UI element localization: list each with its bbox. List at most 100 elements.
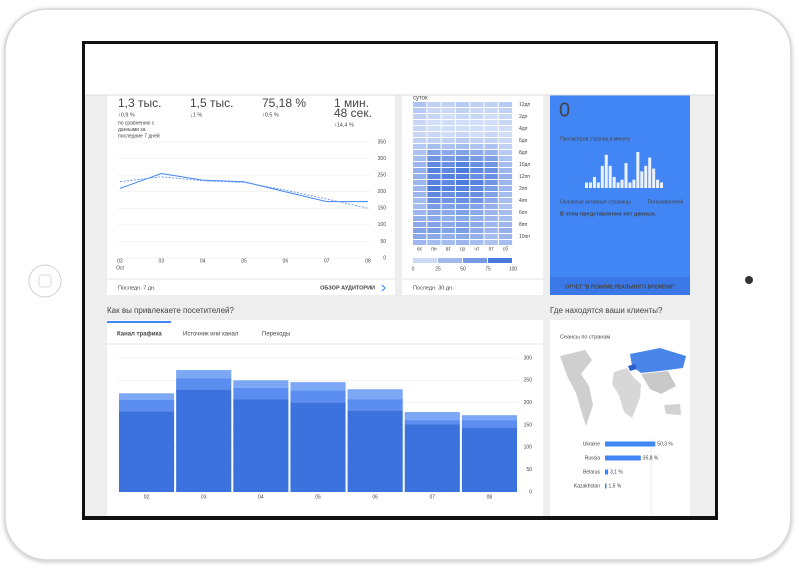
heatmap-cell bbox=[427, 174, 441, 179]
heatmap-cell bbox=[484, 132, 498, 137]
heatmap-cell bbox=[455, 192, 470, 197]
top-bar bbox=[85, 44, 715, 95]
heatmap-cell bbox=[484, 156, 498, 161]
heatmap-cell bbox=[498, 240, 513, 245]
heatmap-cell bbox=[413, 138, 427, 143]
value-label: 3,1 % bbox=[610, 469, 623, 475]
heatmap-cell bbox=[441, 168, 455, 173]
screen: 1,3 тыс. ↑0,9 % 1,5 тыс. ↓1 % 75,18 % ↑0,5 % 1… bbox=[85, 44, 715, 516]
heatmap-cell bbox=[498, 138, 513, 143]
y-tick-label: 200 bbox=[524, 400, 533, 406]
heatmap-cell bbox=[427, 168, 441, 173]
heatmap-cell bbox=[455, 222, 470, 227]
bar-segment bbox=[347, 389, 403, 400]
bar-segment bbox=[404, 424, 460, 492]
heatmap-cell bbox=[484, 174, 498, 179]
period-select[interactable]: Последн. 7 дн. bbox=[118, 285, 156, 291]
y-tick-label: 100 bbox=[378, 222, 387, 228]
heatmap-cell bbox=[455, 150, 470, 155]
heatmap-cell bbox=[484, 126, 498, 131]
heatmap-cell bbox=[470, 210, 484, 215]
tab[interactable]: Канал трафика bbox=[117, 331, 162, 338]
camera bbox=[745, 276, 753, 284]
heatmap-cell bbox=[441, 102, 455, 107]
heatmap-cell bbox=[498, 150, 513, 155]
bar bbox=[585, 182, 588, 188]
heatmap-cell bbox=[427, 234, 441, 239]
heatmap-cell bbox=[470, 126, 484, 131]
column-label: вс bbox=[417, 246, 423, 252]
map-australia bbox=[664, 404, 681, 415]
map-americas bbox=[560, 350, 593, 426]
heatmap-cell bbox=[455, 204, 470, 209]
legend-tick-label: 25 bbox=[435, 266, 441, 272]
realtime-link[interactable]: ОТЧЕТ "В РЕЖИМЕ РЕАЛЬНОГО ВРЕМЕНИ" bbox=[565, 284, 675, 290]
heatmap-cell bbox=[470, 102, 484, 107]
bar bbox=[656, 179, 660, 188]
heatmap-cell bbox=[484, 192, 498, 197]
heatmap-cell bbox=[427, 162, 441, 167]
section-heading: Как вы привлекаете посетителей? bbox=[107, 306, 234, 315]
heatmap-cell bbox=[484, 168, 498, 173]
heatmap-cell bbox=[498, 126, 513, 131]
legend-swatch bbox=[438, 258, 462, 263]
heatmap-cell bbox=[470, 156, 484, 161]
heatmap-cell bbox=[427, 240, 441, 245]
heatmap-cell bbox=[484, 198, 498, 203]
heatmap-cell bbox=[413, 186, 427, 191]
heatmap-cell bbox=[498, 210, 513, 215]
tab[interactable]: Источник или канал bbox=[183, 332, 239, 338]
heatmap-cell bbox=[441, 222, 455, 227]
realtime-subtitle: Просмотров страниц в минуту bbox=[560, 136, 631, 142]
heatmap-cell bbox=[413, 168, 427, 173]
heatmap-cell bbox=[455, 126, 470, 131]
heatmap-cell bbox=[441, 132, 455, 137]
y-tick-label: 150 bbox=[378, 206, 387, 212]
metric-value: 1,3 тыс. bbox=[118, 96, 161, 110]
heatmap-cell bbox=[441, 156, 455, 161]
bar-segment bbox=[176, 370, 232, 379]
y-tick-label: 350 bbox=[378, 139, 387, 145]
heatmap-cell bbox=[498, 144, 513, 149]
heatmap-cell bbox=[441, 162, 455, 167]
home-button[interactable] bbox=[28, 264, 62, 298]
country-label: Ukraine bbox=[583, 441, 600, 447]
bar bbox=[604, 154, 608, 188]
heatmap-cell bbox=[470, 162, 484, 167]
heatmap-cell bbox=[484, 210, 498, 215]
realtime-empty: В этом представлении нет данных. bbox=[560, 211, 657, 217]
heatmap-cell bbox=[484, 180, 498, 185]
legend-swatch bbox=[463, 258, 487, 263]
row-label: 4пп bbox=[519, 198, 527, 204]
y-tick-label: 250 bbox=[378, 172, 387, 178]
heatmap-cell bbox=[498, 120, 513, 125]
bar bbox=[605, 483, 607, 489]
country-label: Russia bbox=[585, 455, 601, 461]
y-tick-label: 300 bbox=[524, 355, 533, 361]
row-label: 8дп bbox=[519, 150, 528, 156]
heatmap-cell bbox=[455, 216, 470, 221]
heatmap-cell bbox=[413, 102, 427, 107]
realtime-footer[interactable] bbox=[550, 277, 690, 295]
row-label: 12пп bbox=[519, 174, 530, 180]
period-select[interactable]: Последн. 30 дн. bbox=[413, 285, 454, 291]
active-tab-indicator bbox=[107, 321, 171, 323]
x-tick-label: 06 bbox=[283, 258, 289, 264]
home-icon bbox=[38, 274, 52, 288]
heatmap-cell bbox=[455, 234, 470, 239]
bar-segment bbox=[461, 415, 517, 421]
heatmap-cell bbox=[470, 198, 484, 203]
heatmap-cell bbox=[413, 114, 427, 119]
bar-segment bbox=[290, 390, 346, 403]
geo-card bbox=[550, 320, 690, 516]
x-tick-label: 05 bbox=[241, 258, 247, 264]
heatmap-cell bbox=[484, 144, 498, 149]
heatmap-cell bbox=[413, 222, 427, 227]
tab[interactable]: Переходы bbox=[262, 332, 290, 338]
bar bbox=[640, 171, 644, 188]
heatmap-cell bbox=[413, 210, 427, 215]
audience-link[interactable]: ОБЗОР АУДИТОРИИ bbox=[320, 285, 375, 291]
heatmap-cell bbox=[498, 222, 513, 227]
heatmap-cell bbox=[413, 150, 427, 155]
heatmap-cell bbox=[484, 108, 498, 113]
